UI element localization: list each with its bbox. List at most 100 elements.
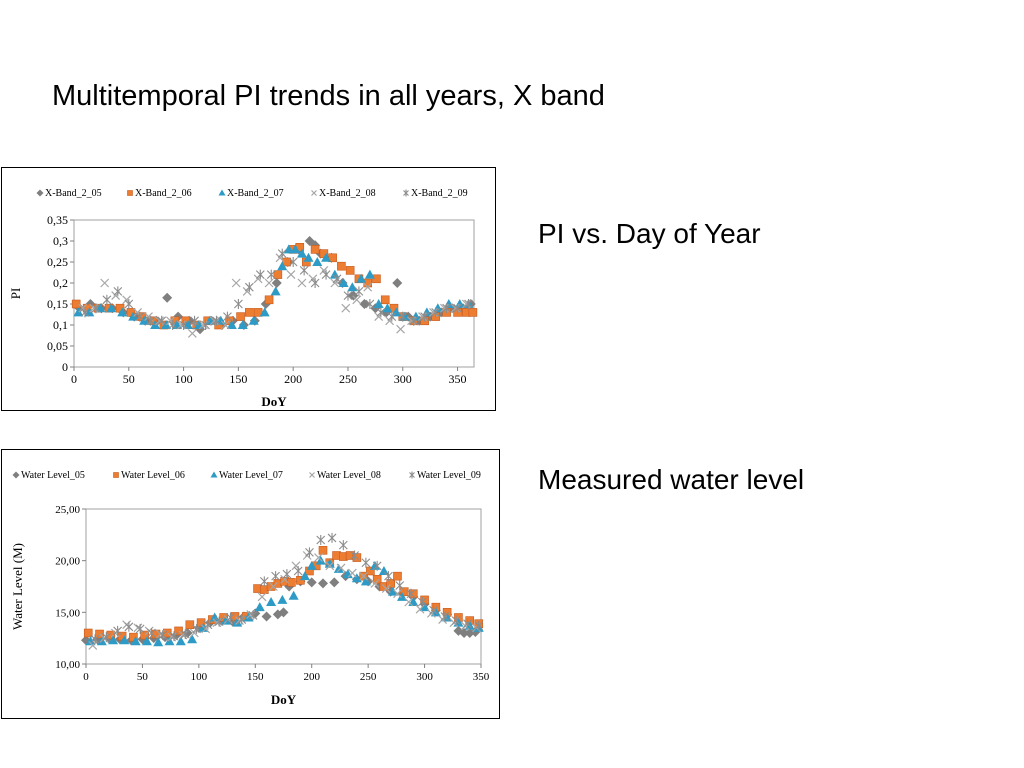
data-point [278, 607, 289, 618]
y-axis: 10,00 15,00 20,00 25,00 [55, 504, 86, 671]
x-tick-label: 350 [449, 372, 467, 386]
data-point [343, 290, 353, 301]
data-point [381, 584, 391, 593]
chart-legend: X-Band_2_05 X-Band_2_06 X-Band_2_07 X-Band_… [36, 188, 468, 199]
data-point [318, 578, 328, 589]
data-point [248, 315, 259, 325]
legend-label: Water Level_08 [317, 470, 381, 481]
x-tick-label: 100 [175, 372, 193, 386]
data-point [404, 597, 414, 607]
data-point [299, 265, 309, 276]
data-point [264, 278, 274, 288]
data-point [419, 602, 430, 612]
x-axis-title: DoY [271, 692, 297, 707]
data-point [192, 623, 201, 634]
data-point [382, 303, 393, 313]
data-point [101, 632, 111, 643]
legend-marker [311, 190, 317, 196]
legend-marker [309, 472, 315, 478]
pi-chart: X-Band_2_05 X-Band_2_06 X-Band_2_07 X-Band_… [1, 167, 496, 411]
chart-legend: Water Level_05 Water Level_06 Water Level_… [12, 470, 481, 481]
data-point [290, 244, 301, 254]
data-point [372, 560, 382, 571]
data-point [406, 588, 416, 599]
x-tick-label: 0 [83, 671, 89, 683]
x-axis-title: DoY [261, 394, 287, 409]
data-point [150, 320, 161, 329]
data-point [296, 248, 307, 258]
data-point [321, 252, 332, 262]
data-point [373, 299, 384, 308]
data-point [387, 311, 397, 322]
water-level-chart-caption: Measured water level [538, 464, 805, 495]
data-point [108, 635, 119, 645]
data-point [293, 566, 303, 576]
legend-marker [218, 189, 226, 196]
data-point [305, 547, 314, 558]
data-point [417, 597, 427, 607]
data-point [370, 578, 380, 588]
data-point [223, 311, 232, 322]
data-point [347, 282, 358, 292]
data-point [359, 571, 369, 581]
data-point [288, 257, 298, 267]
legend-label: X-Band_2_08 [319, 188, 376, 199]
data-point [352, 295, 362, 305]
x-tick-label: 150 [247, 671, 264, 683]
pi-chart-svg: X-Band_2_05 X-Band_2_06 X-Band_2_07 X-Band_… [8, 188, 478, 409]
x-tick-label: 50 [137, 671, 149, 683]
pi-chart-caption: PI vs. Day of Year [538, 218, 761, 249]
x-axis: 0 50 100 150 200 250 300 350 [83, 664, 490, 683]
data-point [168, 320, 178, 330]
data-point [392, 278, 403, 288]
legend-marker [113, 472, 119, 478]
data-point [203, 619, 213, 630]
data-point [268, 582, 278, 591]
data-point [135, 311, 145, 322]
data-point [372, 274, 381, 284]
data-point [135, 623, 145, 634]
data-point [282, 569, 292, 580]
x-tick-label: 200 [303, 671, 320, 683]
data-point [102, 294, 112, 305]
x-tick-label: 250 [360, 671, 377, 683]
data-point [130, 636, 141, 646]
y-axis-title: Water Level (M) [10, 543, 25, 630]
series-X-Band_2_07 [73, 244, 474, 329]
data-point [158, 630, 168, 641]
data-point [327, 532, 337, 543]
data-point [190, 315, 199, 326]
data-point [128, 311, 139, 321]
data-point [180, 629, 190, 640]
data-point [233, 299, 243, 309]
x-tick-label: 300 [416, 671, 433, 683]
data-point [310, 278, 320, 288]
data-point [431, 307, 441, 318]
data-point [286, 270, 296, 280]
legend-marker [12, 471, 20, 479]
data-point [325, 561, 335, 571]
data-point [214, 616, 224, 627]
data-point [442, 303, 451, 314]
data-point [236, 312, 245, 321]
y-tick-label: 0,15 [47, 297, 68, 311]
data-point [366, 566, 375, 576]
x-tick-label: 250 [339, 372, 357, 386]
data-point [244, 282, 254, 293]
data-point [73, 307, 84, 317]
data-point [226, 320, 237, 329]
legend-label: X-Band_2_09 [411, 188, 468, 199]
data-point [117, 307, 128, 317]
data-point [336, 563, 346, 573]
y-tick-label: 20,00 [55, 556, 80, 568]
x-tick-label: 200 [284, 372, 302, 386]
data-point [453, 625, 464, 636]
data-point [296, 576, 305, 585]
data-point [464, 299, 473, 309]
data-point [314, 553, 323, 562]
data-point [347, 568, 357, 578]
data-point [91, 303, 101, 314]
data-point [440, 611, 450, 622]
x-tick-label: 100 [191, 671, 208, 683]
data-point [316, 535, 326, 545]
